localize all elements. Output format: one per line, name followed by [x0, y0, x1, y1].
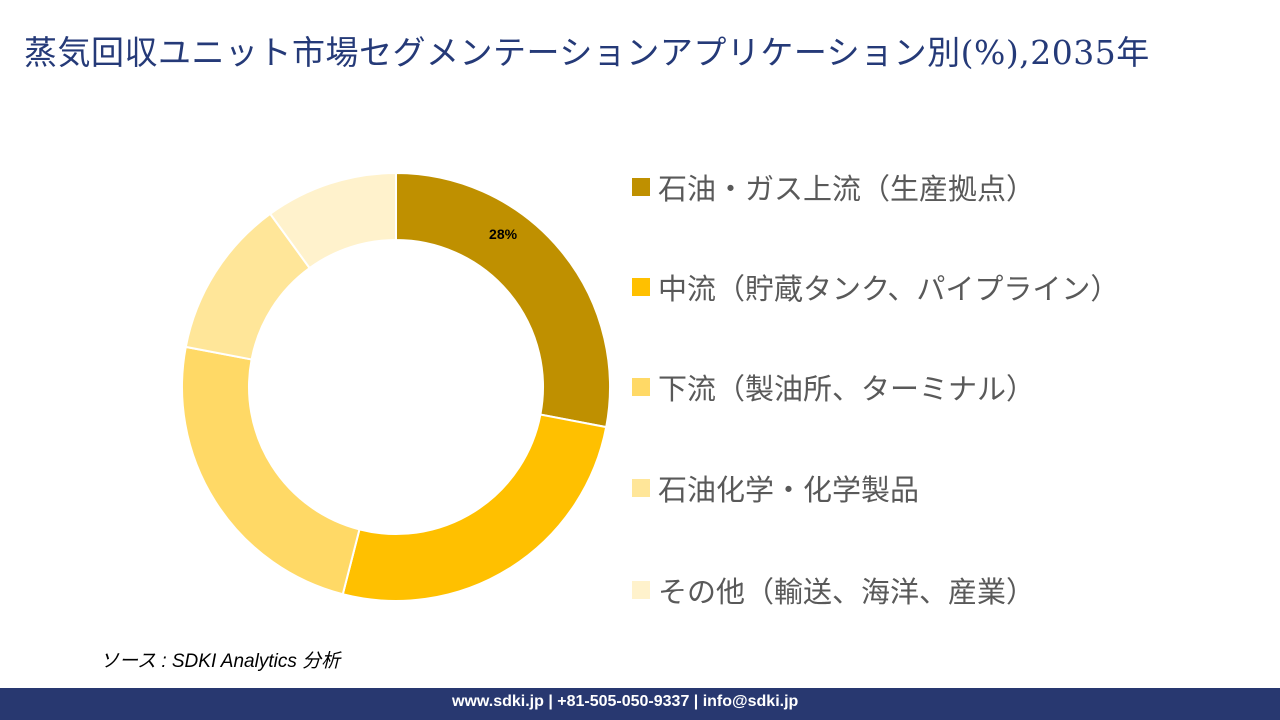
legend-label: 石油化学・化学製品 — [658, 473, 920, 507]
legend-label: 石油・ガス上流（生産拠点） — [658, 172, 1036, 206]
legend-label: 中流（貯蔵タンク、パイプライン） — [658, 272, 1120, 306]
legend-item-3: 下流（製油所、ターミナル） — [632, 367, 1035, 407]
legend-swatch — [632, 178, 650, 196]
legend-swatch — [632, 278, 650, 296]
legend-item-5: その他（輸送、海洋、産業） — [632, 570, 1035, 610]
donut-slice-5 — [268, 171, 397, 270]
legend-item-4: 石油化学・化学製品 — [632, 468, 919, 508]
donut-slice-1 — [395, 171, 611, 429]
legend-swatch — [632, 378, 650, 396]
source-note: ソース : SDKI Analytics 分析 — [100, 651, 341, 672]
chart-title: 蒸気回収ユニット市場セグメンテーションアプリケーション別(%),2035年 — [24, 33, 1150, 72]
legend-item-1: 石油・ガス上流（生産拠点） — [632, 167, 1035, 207]
legend-label: その他（輸送、海洋、産業） — [658, 575, 1036, 609]
legend-swatch — [632, 581, 650, 599]
data-label-1: 28% — [489, 226, 518, 242]
legend-label: 下流（製油所、ターミナル） — [658, 372, 1036, 406]
legend-item-2: 中流（貯蔵タンク、パイプライン） — [632, 267, 1119, 307]
footer-bar: www.sdki.jp | +81-505-050-9337 | info@sd… — [0, 688, 1280, 720]
footer-contact: www.sdki.jp | +81-505-050-9337 | info@sd… — [452, 693, 799, 710]
donut-slice-3 — [181, 345, 361, 596]
legend-swatch — [632, 479, 650, 497]
donut-slice-2 — [341, 413, 608, 602]
